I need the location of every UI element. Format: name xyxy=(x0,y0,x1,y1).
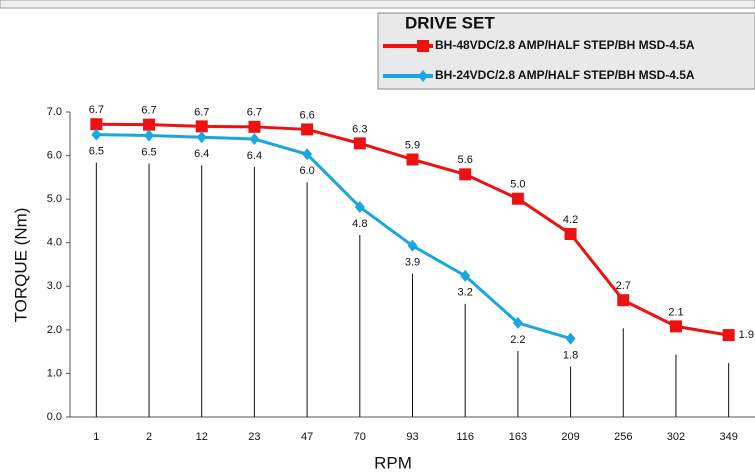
y-tick-label: 3.0 xyxy=(47,280,62,292)
marker xyxy=(669,320,682,333)
y-tick-label: 2.0 xyxy=(47,324,62,336)
marker xyxy=(722,329,735,342)
legend-entry: BH-24VDC/2.8 AMP/HALF STEP/BH MSD-4.5A xyxy=(435,68,695,82)
y-tick-label: 1.0 xyxy=(47,367,62,379)
marker xyxy=(407,239,418,252)
marker xyxy=(353,137,366,150)
data-label: 2.2 xyxy=(510,334,525,346)
y-tick-label: 4.0 xyxy=(47,237,62,249)
marker xyxy=(90,118,103,131)
marker xyxy=(564,228,577,240)
x-tick-label: 93 xyxy=(406,431,418,443)
series-line xyxy=(96,133,572,341)
marker xyxy=(249,133,260,146)
data-label: 5.9 xyxy=(405,139,420,151)
marker xyxy=(302,148,313,161)
data-label: 4.2 xyxy=(563,214,578,226)
marker xyxy=(459,168,472,181)
data-label: 5.6 xyxy=(458,154,473,166)
data-label: 6.0 xyxy=(299,165,314,177)
marker xyxy=(512,316,523,329)
x-tick-label: 47 xyxy=(301,431,313,443)
x-tick-label: 349 xyxy=(719,431,737,443)
marker xyxy=(565,332,576,345)
data-label: 6.7 xyxy=(89,104,104,116)
data-label: 6.7 xyxy=(247,107,262,119)
y-tick-label: 7.0 xyxy=(47,106,62,118)
x-tick-label: 1 xyxy=(93,431,99,443)
marker xyxy=(91,128,102,141)
marker xyxy=(418,70,428,82)
y-axis-label: TORQUE (Nm) xyxy=(11,208,30,323)
data-label: 5.0 xyxy=(510,179,525,191)
marker xyxy=(248,120,261,133)
marker xyxy=(406,153,419,166)
x-tick-label: 209 xyxy=(561,431,579,443)
legend-box xyxy=(377,12,755,90)
data-label: 6.6 xyxy=(299,109,314,121)
marker xyxy=(617,294,630,307)
data-label: 6.4 xyxy=(247,150,262,162)
y-tick-label: 5.0 xyxy=(47,193,62,205)
marker xyxy=(417,40,429,52)
x-tick-label: 116 xyxy=(456,431,474,443)
data-label: 6.5 xyxy=(89,146,104,158)
top-strip xyxy=(0,0,755,9)
marker xyxy=(143,118,156,131)
data-label: 2.1 xyxy=(668,306,683,318)
x-tick-label: 256 xyxy=(614,431,632,443)
data-label: 6.4 xyxy=(194,148,209,160)
data-label: 6.7 xyxy=(194,106,209,118)
data-label: 6.5 xyxy=(141,146,156,158)
data-label: 3.9 xyxy=(405,257,420,269)
y-tick-label: 6.0 xyxy=(47,149,62,161)
marker xyxy=(354,200,365,213)
legend-title: DRIVE SET xyxy=(405,13,495,32)
x-tick-label: 2 xyxy=(146,431,152,443)
data-label: 4.8 xyxy=(352,218,367,230)
x-tick-label: 23 xyxy=(248,431,260,443)
x-tick-label: 302 xyxy=(667,431,685,443)
data-label: 2.7 xyxy=(616,280,631,292)
data-label: 1.8 xyxy=(563,349,578,361)
data-label: 1.9 xyxy=(739,329,754,341)
x-tick-label: 12 xyxy=(196,431,208,443)
data-label: 3.2 xyxy=(458,287,473,299)
marker xyxy=(301,123,314,136)
x-axis-label: RPM xyxy=(374,453,412,472)
legend-entry: BH-48VDC/2.8 AMP/HALF STEP/BH MSD-4.5A xyxy=(435,38,695,52)
x-tick-label: 70 xyxy=(354,431,366,443)
data-label: 6.7 xyxy=(141,105,156,117)
data-label: 6.3 xyxy=(352,123,367,135)
marker xyxy=(511,192,524,205)
marker xyxy=(144,129,155,142)
x-tick-label: 163 xyxy=(509,431,527,443)
marker xyxy=(195,120,208,133)
y-tick-label: 0.0 xyxy=(47,411,62,423)
marker xyxy=(196,131,207,144)
marker xyxy=(460,269,471,282)
